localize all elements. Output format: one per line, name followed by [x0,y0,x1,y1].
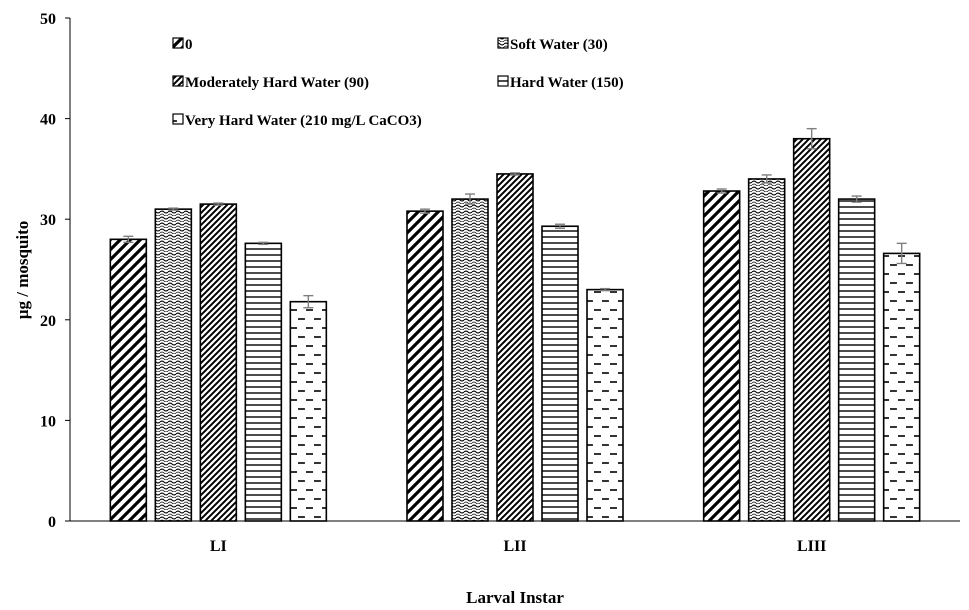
y-axis-title: µg / mosquito [13,221,32,320]
x-axis: LI LII LIII [70,520,960,555]
error-bar [168,207,179,211]
y-tick-label: 0 [48,514,56,531]
legend-label: Very Hard Water (210 mg/L CaCO3) [185,113,422,129]
bar [586,288,624,522]
legend-swatch [497,75,509,87]
bar [154,208,193,522]
error-bar [510,172,520,176]
y-axis: 0 10 20 30 40 50 [40,11,71,531]
legend-item: 0 [172,37,193,53]
bar [451,198,489,522]
bar [109,238,148,522]
legend-swatch [172,37,184,49]
y-tick-label: 50 [40,11,56,28]
legend-label: 0 [185,37,193,53]
legend-item: Very Hard Water (210 mg/L CaCO3) [172,113,422,129]
error-bar [716,188,727,194]
error-bar [600,287,610,292]
error-bar [806,127,817,150]
bar [199,203,238,522]
legend: 0 Soft Water (30) Moderately Hard Water (9… [172,37,624,129]
bar [289,300,328,522]
bar [244,242,283,522]
x-tick-label: LIII [797,538,826,555]
bars [109,127,921,522]
x-tick-label: LII [503,538,526,555]
error-bar [258,241,269,246]
bar [541,225,579,522]
y-tick-label: 40 [40,112,56,129]
bar [792,137,831,522]
bar [747,178,786,522]
bar [406,210,444,522]
legend-item: Moderately Hard Water (90) [172,75,369,91]
legend-swatch [497,37,509,49]
legend-label: Soft Water (30) [510,37,608,53]
error-bar [465,193,475,205]
legend-item: Soft Water (30) [497,37,608,53]
error-bar [896,242,907,265]
legend-swatch [172,113,184,125]
error-bar [420,208,430,214]
y-tick-label: 30 [40,212,56,229]
error-bar [555,223,565,229]
bar [882,252,921,522]
x-axis-title: Larval Instar [466,588,564,607]
error-bar [123,235,134,244]
bar [702,190,741,522]
legend-item: Hard Water (150) [497,75,624,91]
legend-label: Hard Water (150) [510,75,624,91]
bar [837,198,876,522]
error-bar [213,202,224,206]
legend-label: Moderately Hard Water (90) [185,75,369,91]
y-tick-label: 10 [40,413,56,430]
bar [496,173,534,522]
error-bar [761,174,772,184]
legend-swatch [172,75,184,87]
error-bar [851,195,862,203]
error-bar [303,294,314,309]
y-tick-label: 20 [40,313,56,330]
x-tick-label: LI [210,538,227,555]
